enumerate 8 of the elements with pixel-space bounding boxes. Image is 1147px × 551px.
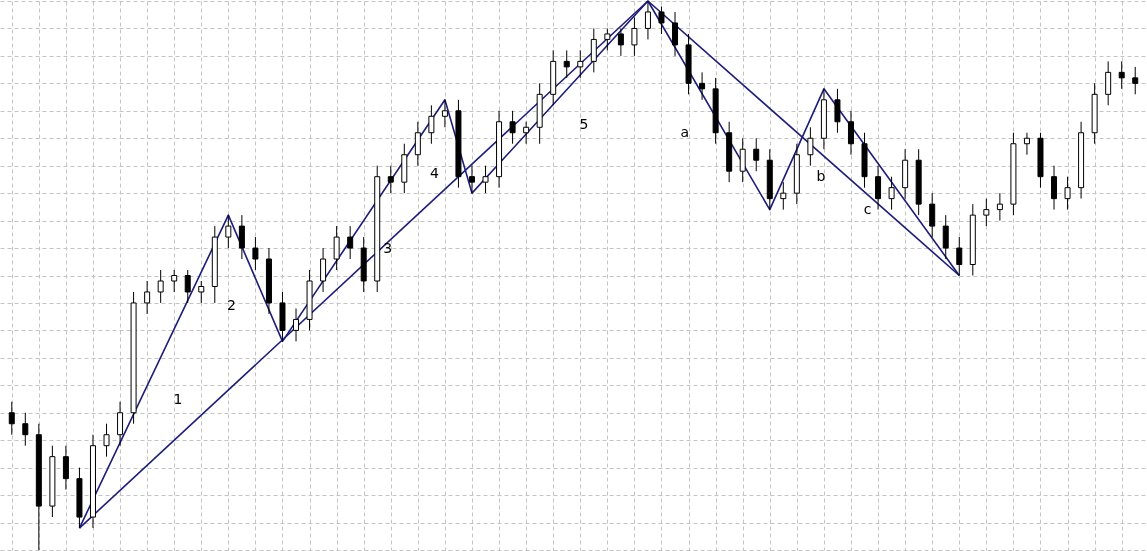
annotation: 4: [429, 165, 439, 182]
annotation: a: [680, 124, 690, 141]
annotation: 5: [579, 116, 589, 133]
annotation: c: [863, 201, 872, 218]
annotation: 1: [173, 390, 183, 407]
annotation: 3: [383, 239, 393, 256]
annotation: b: [816, 168, 826, 185]
annotation: 2: [226, 297, 236, 314]
